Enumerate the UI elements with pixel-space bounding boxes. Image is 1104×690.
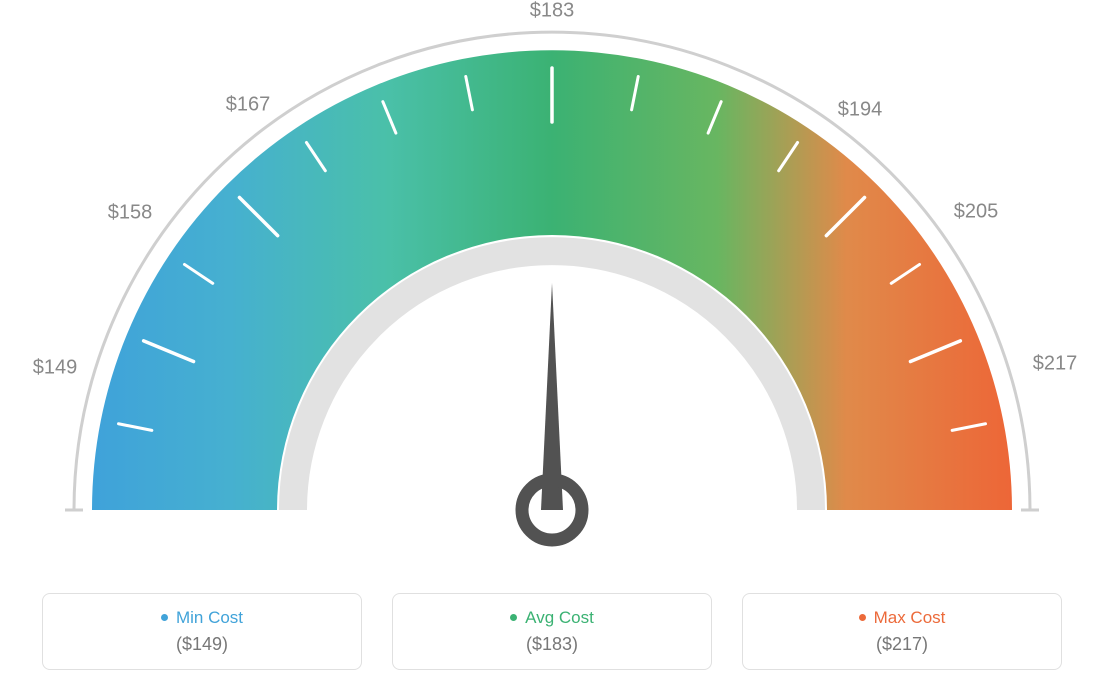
gauge-tick-label: $158 [108,202,153,225]
legend-avg-value: ($183) [403,634,701,655]
legend-max-title: Max Cost [753,608,1051,628]
gauge-tick-label: $194 [838,99,883,122]
gauge-tick-label: $205 [954,201,999,224]
legend-min-title: Min Cost [53,608,351,628]
legend-row: Min Cost ($149) Avg Cost ($183) Max Cost… [0,593,1104,670]
gauge-chart: $149 $158 $167 $183 $194 $205 $217 [0,0,1104,560]
legend-min-value: ($149) [53,634,351,655]
gauge-tick-label: $149 [33,357,78,380]
gauge-tick-label: $217 [1033,353,1078,376]
gauge-svg [0,0,1104,560]
gauge-tick-label: $183 [530,0,575,23]
legend-avg-title: Avg Cost [403,608,701,628]
legend-card-min: Min Cost ($149) [42,593,362,670]
legend-card-max: Max Cost ($217) [742,593,1062,670]
legend-card-avg: Avg Cost ($183) [392,593,712,670]
gauge-tick-label: $167 [226,94,271,117]
legend-max-value: ($217) [753,634,1051,655]
